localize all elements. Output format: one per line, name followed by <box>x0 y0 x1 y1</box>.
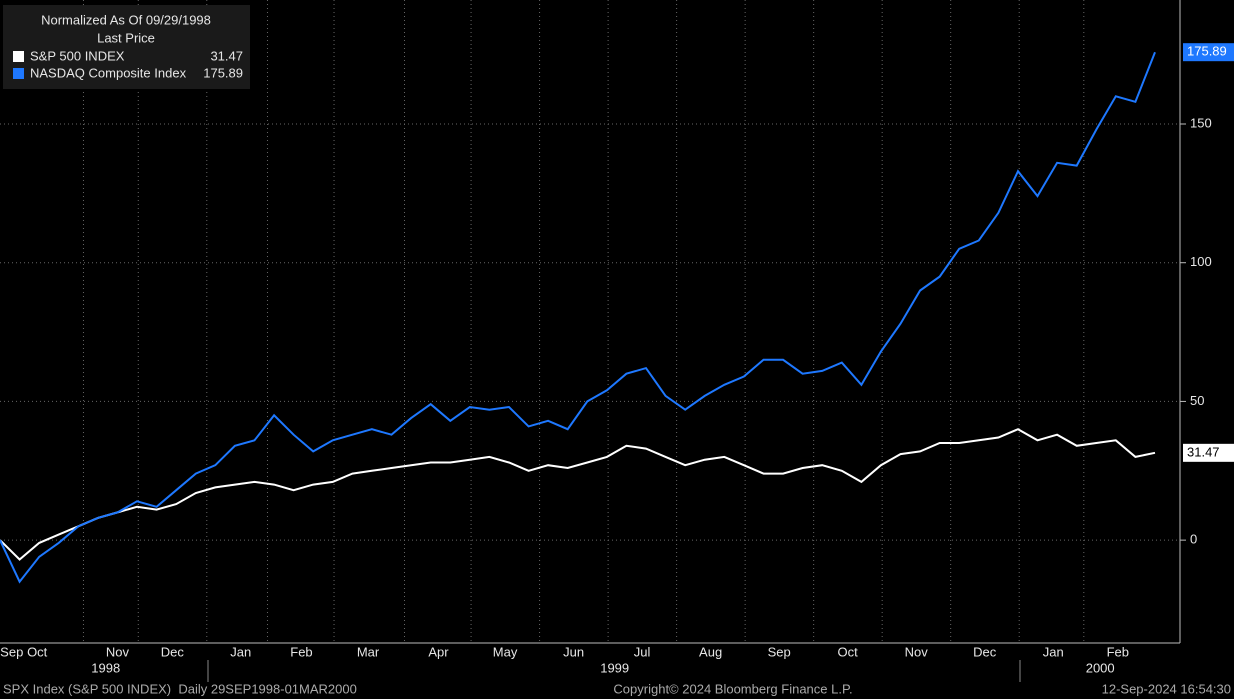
legend-label: S&P 500 INDEX <box>30 48 125 63</box>
x-tick-label: Dec <box>161 644 185 659</box>
year-label: 2000 <box>1086 660 1115 675</box>
legend-value: 31.47 <box>210 48 243 63</box>
series-line <box>0 428 1156 561</box>
x-tick-label: Sep <box>0 644 23 659</box>
series-line <box>0 51 1156 584</box>
y-tick-label: 100 <box>1190 254 1212 269</box>
last-value-label: 31.47 <box>1187 444 1220 459</box>
legend-title: Normalized As Of 09/29/1998 <box>41 12 211 27</box>
x-tick-label: Oct <box>838 644 859 659</box>
x-tick-label: Sep <box>768 644 791 659</box>
x-tick-label: Feb <box>290 644 312 659</box>
x-tick-label: Nov <box>905 644 929 659</box>
x-tick-label: Jul <box>634 644 651 659</box>
y-tick-label: 50 <box>1190 393 1204 408</box>
x-tick-label: Apr <box>428 644 449 659</box>
x-tick-label: Feb <box>1107 644 1129 659</box>
y-tick-label: 0 <box>1190 532 1197 547</box>
year-label: 1999 <box>600 660 629 675</box>
legend-subtitle: Last Price <box>97 30 155 45</box>
legend-value: 175.89 <box>203 65 243 80</box>
legend-box <box>3 5 250 89</box>
last-value-box <box>1183 43 1234 62</box>
x-tick-label: Oct <box>27 644 48 659</box>
x-tick-label: Jun <box>563 644 584 659</box>
x-tick-label: Dec <box>973 644 997 659</box>
legend-swatch <box>13 68 24 79</box>
year-label: 1998 <box>91 660 120 675</box>
footer-right: 12-Sep-2024 16:54:30 <box>1102 681 1231 696</box>
last-value-label: 175.89 <box>1187 44 1227 59</box>
x-tick-label: Aug <box>699 644 722 659</box>
x-tick-label: Nov <box>106 644 130 659</box>
x-tick-label: May <box>493 644 518 659</box>
footer-left: SPX Index (S&P 500 INDEX) Daily 29SEP199… <box>3 681 357 696</box>
x-tick-label: Jan <box>1043 644 1064 659</box>
last-value-box <box>1183 443 1234 462</box>
legend-label: NASDAQ Composite Index <box>30 65 187 80</box>
x-tick-label: Mar <box>357 644 380 659</box>
x-tick-label: Jan <box>230 644 251 659</box>
y-tick-label: 150 <box>1190 115 1212 130</box>
footer-center: Copyright© 2024 Bloomberg Finance L.P. <box>613 681 852 696</box>
legend-swatch <box>13 51 24 62</box>
